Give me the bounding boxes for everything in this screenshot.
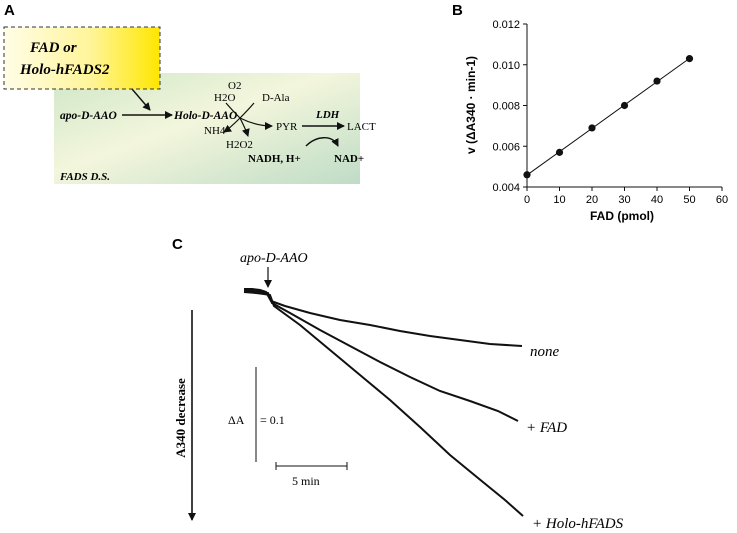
scale-da-symbol: ΔA <box>228 413 245 427</box>
enzyme-curve-left <box>223 117 241 133</box>
b-y-tick-label: 0.008 <box>492 101 520 113</box>
panel-b-letter: B <box>452 2 463 19</box>
b-x-tick-label: 40 <box>651 194 663 206</box>
b-fit-line <box>526 57 690 176</box>
b-y-ticks: 0.004 0.006 0.008 0.010 0.012 <box>492 19 527 194</box>
panel-c-letter: C <box>172 236 183 253</box>
box-line-2: Holo-hFADS2 <box>19 62 110 78</box>
trace-label-holo-hfads: + Holo-hFADS <box>532 516 624 532</box>
nadh-label: NADH, H+ <box>248 153 301 165</box>
apo-d-aao-label: apo-D-AAO <box>60 110 117 122</box>
b-data-point <box>685 55 694 63</box>
b-y-axis-label: v (ΔA340 · min-1) <box>464 56 478 154</box>
b-data-point <box>653 77 661 85</box>
h2o-label: H2O <box>214 92 235 104</box>
trace-label-none: none <box>530 344 560 360</box>
b-x-axis-label: FAD (pmol) <box>590 209 654 223</box>
trace-fad <box>244 290 519 422</box>
b-y-tick-label: 0.010 <box>492 60 520 72</box>
b-x-tick-label: 10 <box>553 194 565 206</box>
fads-ds-box <box>54 73 360 184</box>
panel-a: A FAD or Holo-hFADS2 apo-D-AAO Holo-D-AA… <box>3 2 376 184</box>
trace-none <box>244 288 523 347</box>
d-ala-label: D-Ala <box>262 92 290 104</box>
b-x-tick-label: 60 <box>716 194 728 206</box>
c-y-axis-label: A340 decrease <box>173 378 188 458</box>
fad-source-box <box>3 26 161 90</box>
nad-label: NAD+ <box>334 153 364 165</box>
enzyme-curve-right <box>239 117 273 130</box>
scale-time-label: 5 min <box>292 474 320 488</box>
h2o2-label: H2O2 <box>226 139 253 151</box>
box-line-1: FAD or <box>29 40 77 56</box>
b-x-ticks: 0 10 20 30 40 50 60 <box>524 187 728 206</box>
scale-da-value: = 0.1 <box>260 413 285 427</box>
b-y-tick-label: 0.012 <box>492 19 520 31</box>
trace-holo-hfads <box>243 291 524 517</box>
b-data-point <box>588 124 596 132</box>
panel-a-letter: A <box>4 2 15 19</box>
ldh-label: LDH <box>315 109 340 121</box>
b-y-tick-label: 0.006 <box>492 141 520 153</box>
holo-d-aao-label: Holo-D-AAO <box>173 110 237 122</box>
enzyme-curve-bottom <box>239 117 250 137</box>
nadh-curve-arrow <box>305 137 339 147</box>
pyr-label: PYR <box>276 121 298 133</box>
b-data-point <box>523 171 531 179</box>
b-data-point <box>555 148 564 156</box>
b-x-tick-label: 50 <box>683 194 695 206</box>
panel-c: C apo-D-AAO A340 decrease ΔA = 0.1 5 min… <box>172 236 624 532</box>
b-x-tick-label: 30 <box>618 194 630 206</box>
o2-label: O2 <box>228 80 241 92</box>
b-y-tick-label: 0.004 <box>492 182 520 194</box>
trace-label-fad: + FAD <box>526 420 567 436</box>
box-to-holo-arrow <box>131 88 151 111</box>
panel-b: B 0 10 20 30 40 50 60 0.004 0.006 0.008 0.010 0.01… <box>452 2 728 223</box>
addition-label: apo-D-AAO <box>240 251 308 266</box>
fads-ds-label: FADS D.S. <box>59 171 110 183</box>
b-data-marks <box>523 55 694 179</box>
b-x-tick-label: 20 <box>586 194 598 206</box>
nh4-label: NH4 <box>204 125 226 137</box>
b-data-point <box>620 101 629 110</box>
lact-label: LACT <box>347 121 376 133</box>
b-x-tick-label: 0 <box>524 194 530 206</box>
